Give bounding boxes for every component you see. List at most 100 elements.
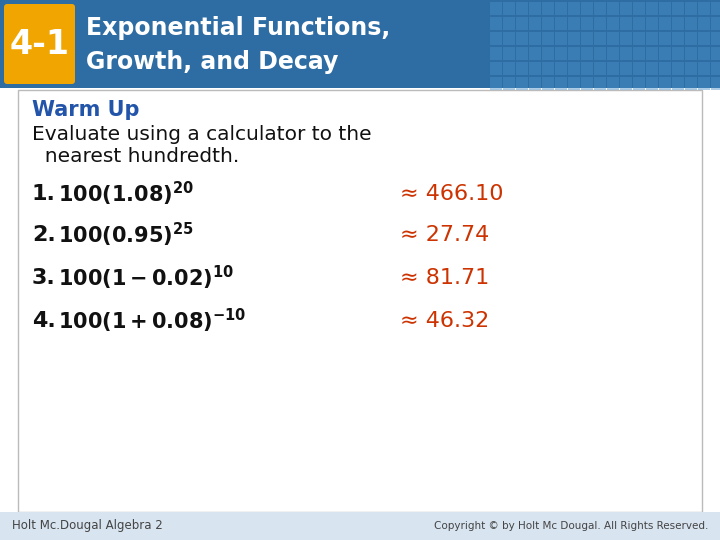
Bar: [555, 2, 567, 15]
Bar: [698, 47, 710, 60]
Bar: [672, 47, 684, 60]
Bar: [529, 47, 541, 60]
Bar: [594, 32, 606, 45]
Bar: [659, 47, 671, 60]
Bar: [594, 62, 606, 75]
Text: ≈ 81.71: ≈ 81.71: [400, 268, 490, 288]
Text: $\mathbf{100(0.95)^{25}}$: $\mathbf{100(0.95)^{25}}$: [58, 221, 194, 249]
Bar: [516, 17, 528, 30]
Text: ≈ 46.32: ≈ 46.32: [400, 311, 490, 331]
Bar: [607, 77, 619, 90]
Bar: [607, 32, 619, 45]
Bar: [542, 47, 554, 60]
Text: nearest hundredth.: nearest hundredth.: [32, 146, 239, 165]
Bar: [516, 32, 528, 45]
Bar: [542, 2, 554, 15]
Bar: [607, 47, 619, 60]
Bar: [529, 2, 541, 15]
Bar: [542, 32, 554, 45]
Bar: [672, 17, 684, 30]
Bar: [659, 32, 671, 45]
Bar: [698, 32, 710, 45]
Bar: [633, 17, 645, 30]
Bar: [516, 77, 528, 90]
Bar: [568, 62, 580, 75]
Bar: [607, 62, 619, 75]
Bar: [646, 2, 658, 15]
Bar: [620, 17, 632, 30]
Bar: [620, 32, 632, 45]
Bar: [581, 47, 593, 60]
Bar: [620, 2, 632, 15]
Bar: [620, 77, 632, 90]
Bar: [555, 17, 567, 30]
Bar: [0, 512, 720, 540]
Bar: [672, 62, 684, 75]
Bar: [698, 62, 710, 75]
Bar: [633, 32, 645, 45]
Bar: [503, 77, 515, 90]
Bar: [646, 47, 658, 60]
Bar: [490, 32, 502, 45]
Text: ≈ 27.74: ≈ 27.74: [400, 225, 490, 245]
Bar: [568, 2, 580, 15]
FancyBboxPatch shape: [4, 4, 75, 84]
Bar: [568, 77, 580, 90]
Bar: [581, 32, 593, 45]
Bar: [711, 2, 720, 15]
Bar: [529, 62, 541, 75]
Bar: [698, 77, 710, 90]
Bar: [711, 77, 720, 90]
Text: $\mathbf{100(1 - 0.02)^{10}}$: $\mathbf{100(1 - 0.02)^{10}}$: [58, 264, 234, 292]
Bar: [503, 17, 515, 30]
Bar: [620, 47, 632, 60]
Bar: [659, 62, 671, 75]
Text: ≈ 466.10: ≈ 466.10: [400, 184, 503, 204]
Text: Holt Mc.Dougal Algebra 2: Holt Mc.Dougal Algebra 2: [12, 519, 163, 532]
Bar: [633, 62, 645, 75]
Bar: [542, 77, 554, 90]
Bar: [529, 17, 541, 30]
Bar: [503, 32, 515, 45]
Bar: [685, 17, 697, 30]
Bar: [633, 2, 645, 15]
Bar: [672, 2, 684, 15]
Bar: [646, 77, 658, 90]
Bar: [542, 17, 554, 30]
Bar: [685, 32, 697, 45]
Text: Exponential Functions,: Exponential Functions,: [86, 16, 390, 40]
Bar: [659, 17, 671, 30]
Bar: [568, 17, 580, 30]
Bar: [607, 2, 619, 15]
Bar: [555, 77, 567, 90]
Bar: [0, 0, 720, 88]
Bar: [490, 62, 502, 75]
Bar: [581, 2, 593, 15]
Bar: [594, 17, 606, 30]
Text: Growth, and Decay: Growth, and Decay: [86, 50, 338, 74]
Bar: [490, 77, 502, 90]
Text: 4-1: 4-1: [9, 28, 70, 60]
Bar: [581, 77, 593, 90]
Bar: [711, 17, 720, 30]
Bar: [516, 62, 528, 75]
Bar: [555, 32, 567, 45]
Bar: [698, 2, 710, 15]
Text: Copyright © by Holt Mc Dougal. All Rights Reserved.: Copyright © by Holt Mc Dougal. All Right…: [433, 521, 708, 531]
Bar: [698, 17, 710, 30]
Bar: [685, 77, 697, 90]
Bar: [633, 77, 645, 90]
Bar: [607, 17, 619, 30]
Bar: [503, 2, 515, 15]
Bar: [672, 32, 684, 45]
Text: Warm Up: Warm Up: [32, 100, 140, 120]
Bar: [672, 77, 684, 90]
Bar: [568, 47, 580, 60]
Text: $\mathbf{100(1.08)^{20}}$: $\mathbf{100(1.08)^{20}}$: [58, 180, 194, 208]
FancyBboxPatch shape: [18, 90, 702, 512]
Bar: [633, 47, 645, 60]
Bar: [620, 62, 632, 75]
Bar: [516, 47, 528, 60]
Bar: [581, 17, 593, 30]
Bar: [516, 2, 528, 15]
